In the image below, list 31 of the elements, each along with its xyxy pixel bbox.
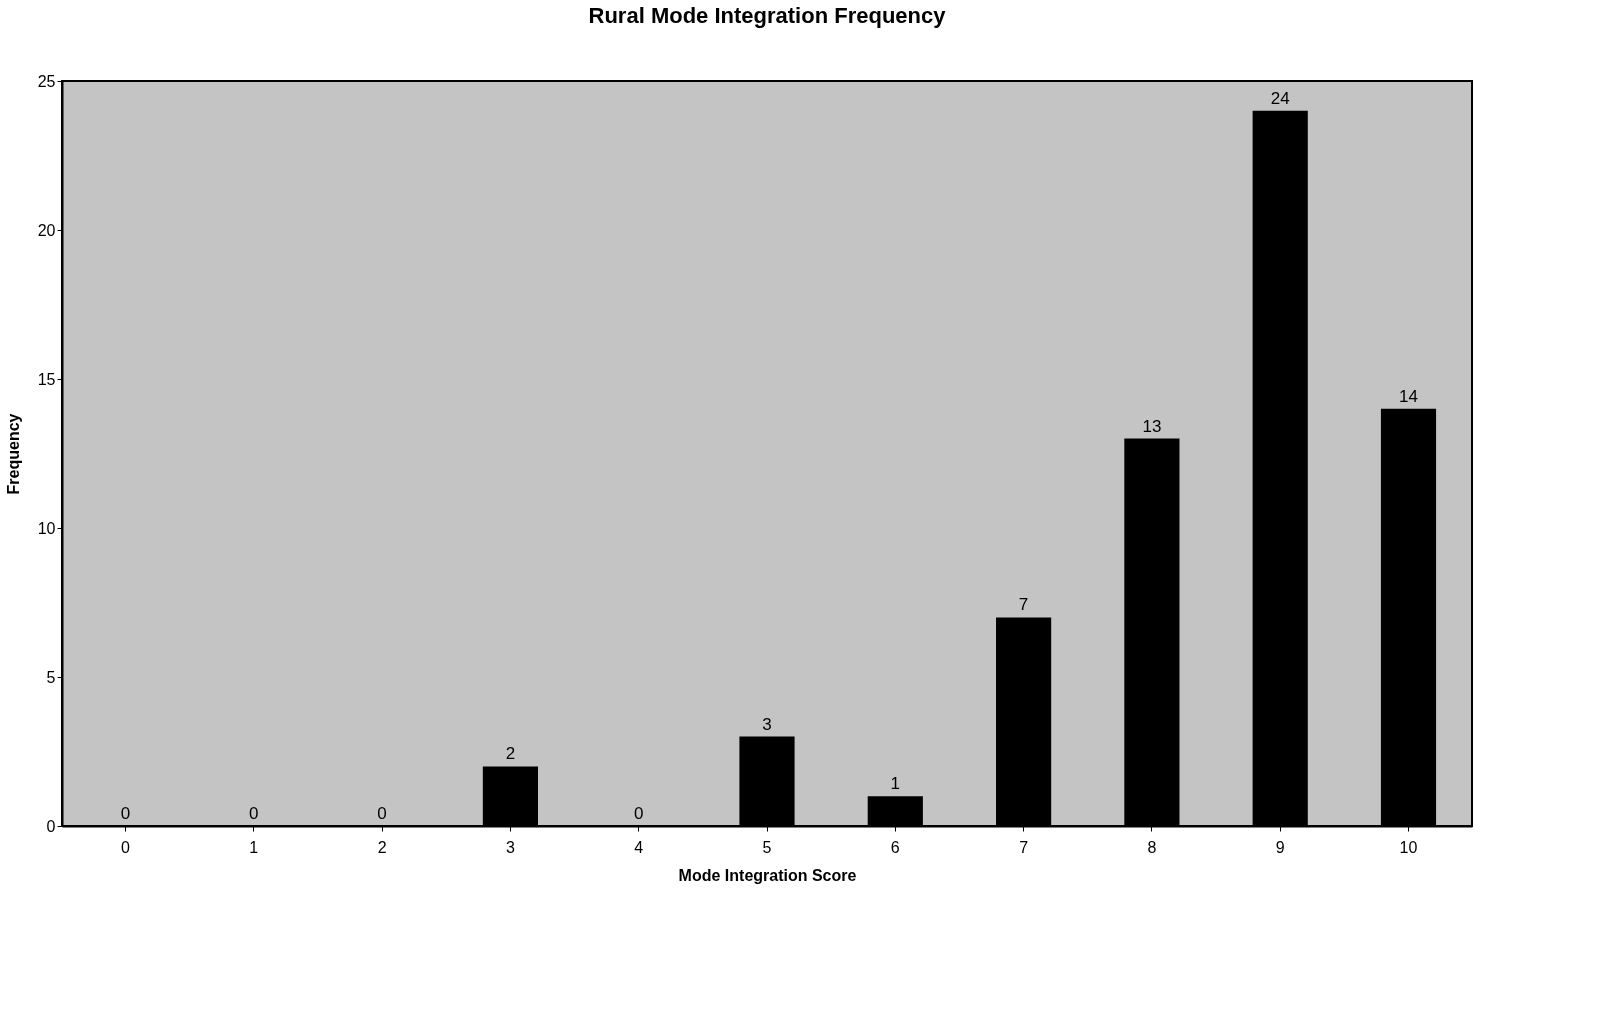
y-tick-label: 25 [37,72,56,90]
y-tick-label: 15 [37,370,56,388]
x-tick-label: 7 [1019,838,1029,856]
data-label: 1 [890,774,901,794]
y-tick-label: 0 [46,817,56,835]
data-label: 14 [1399,386,1418,406]
x-tick-label: 3 [505,838,515,856]
x-tick-label: 6 [890,838,900,856]
data-label: 7 [1018,595,1029,615]
data-label: 0 [249,804,259,823]
data-label: 0 [120,804,131,823]
data-label: 0 [377,804,387,823]
data-label: 24 [1270,88,1290,108]
x-tick-label: 2 [377,838,387,856]
x-tick-label: 4 [634,838,644,856]
x-tick-label: 9 [1275,838,1285,856]
y-tick-label: 5 [46,668,56,686]
data-label: 2 [505,744,516,764]
chart-title: Rural Mode Integration Frequency [588,3,947,28]
y-tick-label: 10 [37,519,56,537]
data-label: 3 [762,714,772,734]
x-tick-label: 0 [121,838,131,856]
y-axis-title: Frequency [4,413,22,495]
data-label: 0 [633,804,644,823]
x-axis-title: Mode Integration Score [678,866,857,884]
y-tick-label: 20 [37,221,56,239]
x-tick-label: 10 [1399,838,1418,856]
x-tick-label: 1 [249,838,259,856]
x-tick-label: 8 [1147,838,1157,856]
data-label: 13 [1142,416,1162,436]
x-tick-label: 5 [762,838,772,856]
